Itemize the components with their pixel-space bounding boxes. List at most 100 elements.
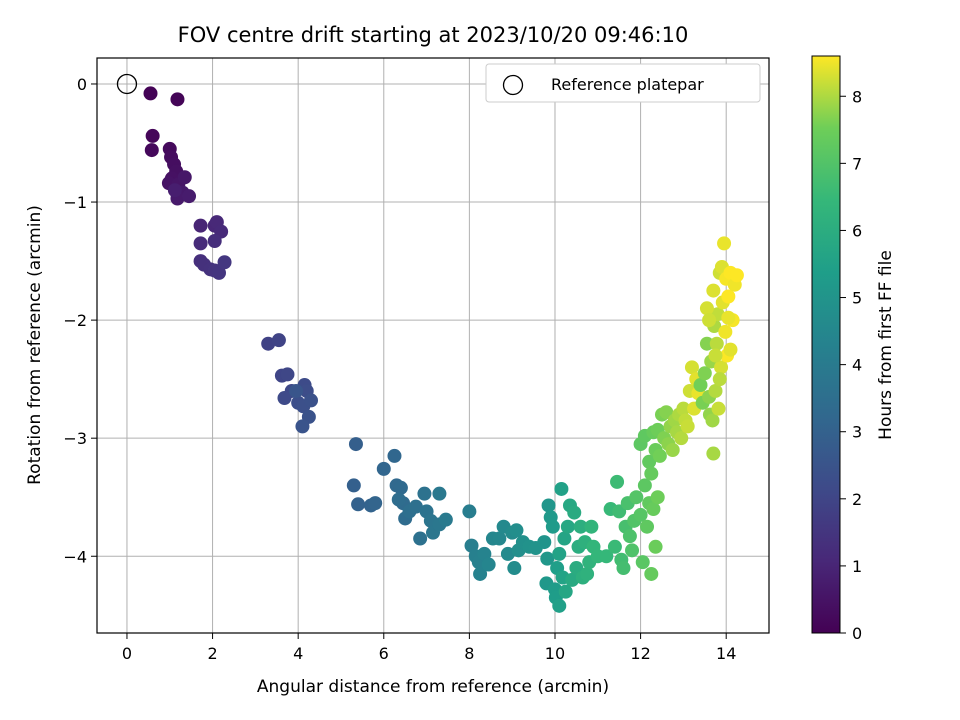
colorbar: 0 1 2 3 4 5 6 7 8 Hours from first FF file [811, 55, 896, 643]
data-point [676, 401, 691, 416]
data-point [464, 538, 479, 553]
data-point [721, 289, 736, 304]
data-point [277, 391, 292, 406]
data-point [545, 519, 560, 534]
data-point [706, 283, 721, 298]
data-point [565, 572, 580, 587]
data-point [580, 566, 595, 581]
colorbar-ticks: 0 1 2 3 4 5 6 7 8 [840, 87, 862, 643]
data-point [648, 539, 663, 554]
data-point [509, 523, 524, 538]
data-point [708, 383, 723, 398]
data-point [642, 454, 657, 469]
data-point [170, 92, 185, 107]
colorbar-label: Hours from first FF file [876, 250, 896, 440]
colorbar-tick-label: 1 [852, 557, 862, 576]
data-point [432, 486, 447, 501]
data-point [261, 336, 276, 351]
colorbar-gradient [811, 55, 841, 634]
x-tick-label: 4 [293, 644, 303, 663]
data-point [699, 301, 714, 316]
data-point [708, 348, 723, 363]
data-point [280, 367, 295, 382]
data-point [693, 378, 708, 393]
data-point [635, 555, 650, 570]
data-point [567, 505, 582, 520]
x-tick-label: 2 [207, 644, 217, 663]
y-axis-label: Rotation from reference (arcmin) [25, 205, 45, 485]
data-point [652, 448, 667, 463]
data-point [637, 478, 652, 493]
data-point [346, 478, 361, 493]
colorbar-tick-label: 2 [852, 490, 862, 509]
data-point [723, 342, 738, 357]
x-axis-ticks: 0 2 4 6 8 10 12 14 [122, 633, 736, 663]
reference-point [116, 73, 138, 95]
data-point [393, 480, 408, 495]
colorbar-tick-label: 7 [852, 154, 862, 173]
data-point [640, 519, 655, 534]
data-point [625, 543, 640, 558]
legend-entry-label: Reference platepar [551, 75, 704, 94]
x-axis-label: Angular distance from reference (arcmin) [257, 677, 609, 697]
data-point [674, 431, 689, 446]
x-tick-label: 14 [716, 644, 736, 663]
data-point [680, 419, 695, 434]
data-point [552, 546, 567, 561]
data-point [177, 170, 192, 185]
data-point [193, 218, 208, 233]
x-tick-label: 8 [464, 644, 474, 663]
data-point [473, 566, 488, 581]
data-point [684, 360, 699, 375]
data-point [167, 183, 182, 198]
data-point [717, 236, 732, 251]
data-point [540, 551, 555, 566]
data-point [705, 413, 720, 428]
data-point [712, 372, 727, 387]
data-point [646, 502, 661, 517]
y-tick-label: −1 [63, 193, 87, 212]
data-point [629, 490, 644, 505]
data-point [557, 531, 572, 546]
chart-title: FOV centre drift starting at 2023/10/20 … [178, 23, 689, 47]
data-point [560, 519, 575, 534]
data-point [193, 236, 208, 251]
data-point [709, 336, 724, 351]
data-point [492, 531, 507, 546]
data-point [607, 539, 622, 554]
data-point [348, 437, 363, 452]
y-tick-label: −4 [63, 547, 87, 566]
data-point [207, 234, 222, 249]
data-point [541, 498, 556, 513]
data-point [211, 265, 226, 280]
data-point [699, 336, 714, 351]
data-point [554, 481, 569, 496]
data-point [644, 466, 659, 481]
data-point [633, 507, 648, 522]
data-point [697, 366, 712, 381]
data-point [145, 128, 160, 143]
data-point [622, 529, 637, 544]
data-point [304, 393, 319, 408]
data-point [650, 490, 665, 505]
data-point [417, 486, 432, 501]
y-tick-label: 0 [77, 75, 87, 94]
data-point [599, 549, 614, 564]
data-point [477, 546, 492, 561]
data-point [721, 310, 736, 325]
data-point [507, 561, 522, 576]
data-point [408, 499, 423, 514]
colorbar-tick-label: 6 [852, 221, 862, 240]
legend: Reference platepar [485, 63, 761, 103]
data-point [413, 531, 428, 546]
data-point [500, 546, 515, 561]
data-point [271, 333, 286, 348]
data-point [289, 383, 304, 398]
data-point [644, 566, 659, 581]
data-point [537, 535, 552, 550]
data-point [351, 497, 366, 512]
data-point [182, 189, 197, 204]
data-point [706, 446, 721, 461]
data-point [616, 561, 631, 576]
data-point [711, 401, 726, 416]
